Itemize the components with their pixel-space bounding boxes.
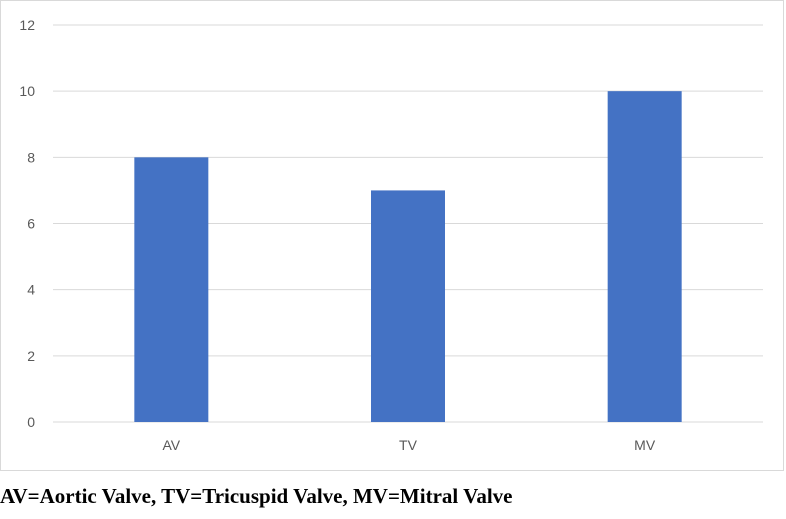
y-tick-label: 6 bbox=[27, 216, 35, 232]
bar-av bbox=[134, 157, 209, 423]
bar-mv bbox=[607, 91, 682, 423]
y-tick-label: 10 bbox=[19, 83, 35, 99]
y-tick-label: 0 bbox=[27, 414, 35, 430]
x-axis-categories: AV TV MV bbox=[163, 437, 656, 453]
x-category-label: TV bbox=[399, 437, 418, 453]
bar-tv bbox=[371, 190, 445, 422]
x-category-label: MV bbox=[634, 437, 656, 453]
y-tick-label: 4 bbox=[27, 282, 35, 298]
bars bbox=[134, 91, 682, 423]
y-tick-label: 12 bbox=[19, 17, 35, 33]
chart-frame: 0 2 4 6 8 10 12 AV TV MV bbox=[0, 0, 784, 471]
y-tick-label: 2 bbox=[27, 348, 35, 364]
figure-caption: AV=Aortic Valve, TV=Tricuspid Valve, MV=… bbox=[0, 484, 513, 508]
x-category-label: AV bbox=[163, 437, 181, 453]
y-axis-ticks: 0 2 4 6 8 10 12 bbox=[19, 17, 35, 430]
bar-chart: 0 2 4 6 8 10 12 AV TV MV bbox=[19, 17, 763, 453]
y-tick-label: 8 bbox=[27, 149, 35, 165]
